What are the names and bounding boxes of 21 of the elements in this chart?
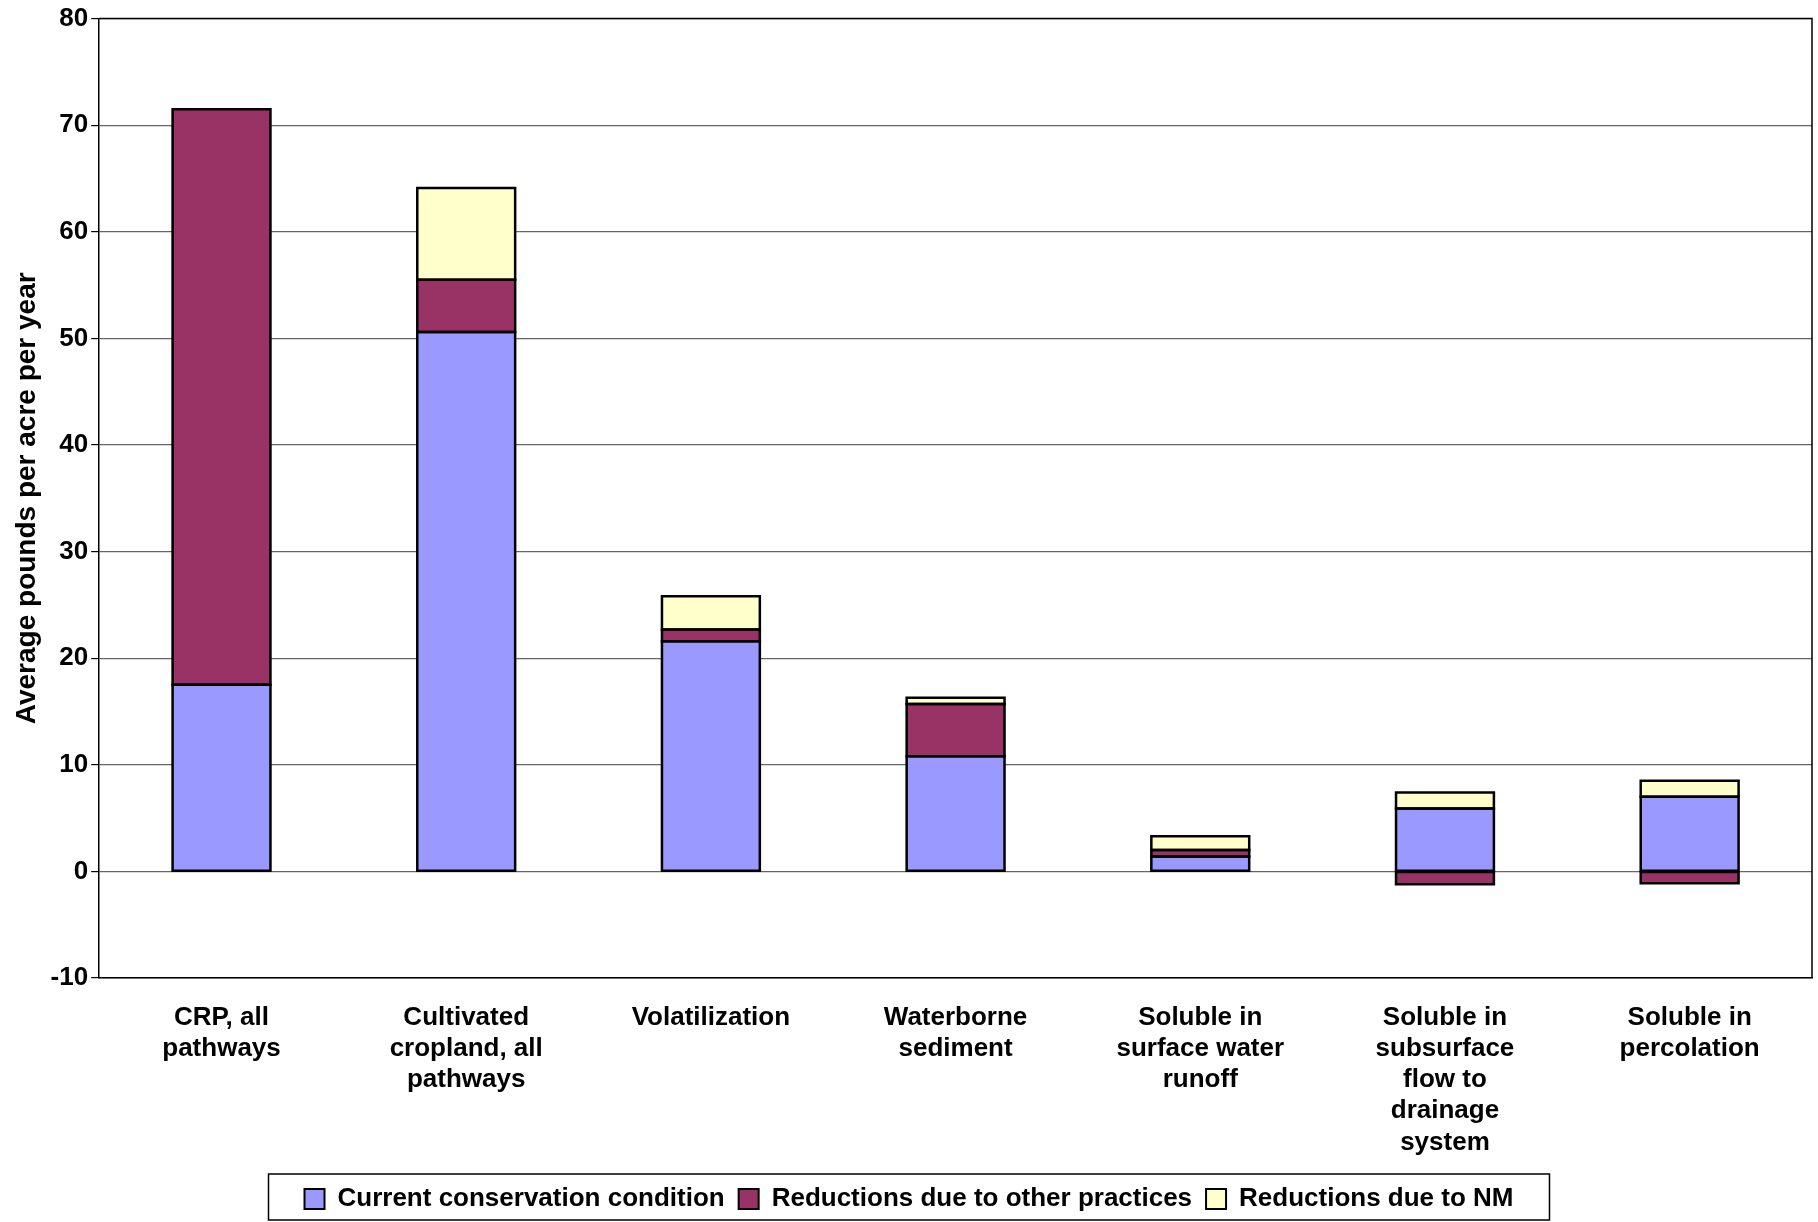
- y-tick-label: 50: [59, 321, 89, 352]
- y-tick-label: 60: [59, 214, 89, 245]
- x-tick-label: Volatilization: [631, 1000, 791, 1031]
- x-tick-label: Cultivated cropland, all pathways: [389, 1000, 543, 1094]
- legend-label: Reductions due to NM: [1239, 1182, 1514, 1213]
- x-tick-label: Soluble in subsurface flow to drainage system: [1375, 1000, 1515, 1156]
- y-tick-label: 40: [59, 428, 89, 459]
- y-tick-label: 70: [59, 108, 89, 139]
- x-tick-label: Soluble in surface water runoff: [1116, 1000, 1285, 1094]
- x-tick-label: Waterborne sediment: [883, 1000, 1028, 1062]
- x-tick-label: Soluble in percolation: [1619, 1000, 1760, 1062]
- y-tick-label: 80: [59, 1, 89, 32]
- y-tick-label: 30: [59, 534, 89, 565]
- y-tick-label: -10: [50, 961, 89, 992]
- x-tick-label: CRP, all pathways: [162, 1000, 281, 1062]
- legend-label: Reductions due to other practices: [771, 1182, 1193, 1213]
- y-tick-label: 0: [73, 854, 89, 885]
- y-tick-label: 10: [59, 747, 89, 778]
- y-tick-label: 20: [59, 641, 89, 672]
- legend-label: Current conservation condition: [337, 1182, 725, 1213]
- y-axis-title: Average pounds per acre per year: [9, 272, 41, 725]
